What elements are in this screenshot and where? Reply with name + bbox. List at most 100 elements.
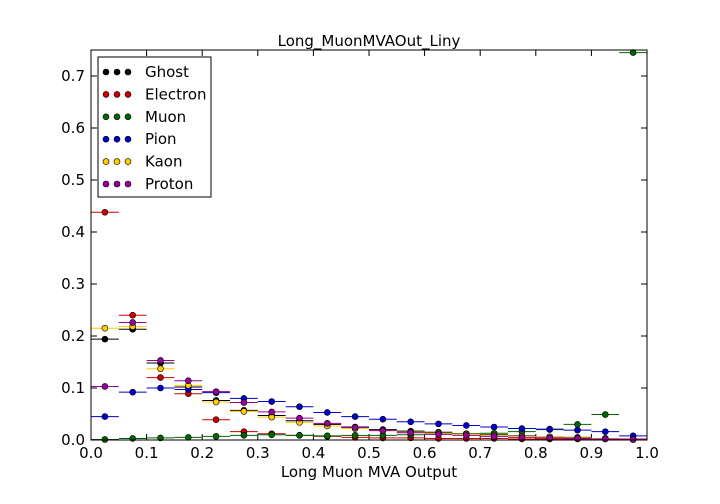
point-proton-2 bbox=[157, 357, 164, 364]
point-muon-4 bbox=[212, 433, 220, 440]
point-electron-2 bbox=[157, 374, 164, 381]
legend-marker-electron-2 bbox=[124, 91, 132, 98]
point-electron-0 bbox=[101, 208, 109, 216]
point-pion-9 bbox=[351, 413, 359, 420]
legend-label-kaon: Kaon bbox=[145, 153, 182, 171]
point-muon-8 bbox=[323, 432, 331, 440]
legend-marker-pion-0 bbox=[102, 135, 110, 143]
legend-marker-pion-1 bbox=[113, 135, 121, 143]
point-proton-13 bbox=[462, 432, 470, 439]
point-ghost-0 bbox=[101, 335, 109, 343]
legend-marker-ghost-1 bbox=[113, 68, 121, 76]
plot-area bbox=[91, 49, 647, 443]
point-kaon-5 bbox=[240, 408, 248, 415]
point-proton-4 bbox=[212, 388, 220, 395]
point-muon-5 bbox=[240, 432, 248, 439]
point-proton-17 bbox=[574, 435, 581, 442]
axis-ticks: 0.0 0.1 0.2 0.3 0.4 0.5 0.6 0.7 0.8 0.9 1.0 0.0 0.1 0… bbox=[61, 50, 659, 462]
point-kaon-4 bbox=[212, 398, 220, 406]
x-tick-label-5: 0.5 bbox=[357, 444, 381, 462]
series-proton bbox=[91, 319, 647, 443]
y-tick-label-2: 0.2 bbox=[61, 327, 85, 345]
point-pion-13 bbox=[462, 422, 470, 429]
point-pion-15 bbox=[518, 425, 526, 432]
point-proton-1 bbox=[129, 319, 136, 326]
legend: Ghost Electron Muon Pion Kaon Proton bbox=[97, 56, 212, 198]
x-tick-label-10: 1.0 bbox=[635, 444, 659, 462]
point-proton-9 bbox=[351, 424, 359, 431]
point-electron-4 bbox=[212, 416, 220, 424]
legend-label-electron: Electron bbox=[145, 85, 207, 103]
point-pion-0 bbox=[101, 413, 109, 420]
point-pion-17 bbox=[574, 426, 581, 434]
point-pion-6 bbox=[268, 398, 276, 405]
y-tick-label-6: 0.6 bbox=[61, 119, 85, 137]
point-proton-10 bbox=[379, 427, 387, 434]
point-proton-6 bbox=[268, 408, 276, 416]
legend-marker-kaon-1 bbox=[113, 158, 121, 165]
legend-marker-pion-2 bbox=[124, 135, 132, 143]
point-muon-18 bbox=[601, 411, 609, 418]
legend-marker-muon-0 bbox=[102, 113, 110, 121]
point-muon-0 bbox=[101, 436, 109, 443]
point-pion-2 bbox=[157, 384, 164, 392]
legend-marker-proton-1 bbox=[113, 180, 121, 188]
point-pion-12 bbox=[435, 420, 442, 428]
y-tick-label-4: 0.4 bbox=[61, 223, 85, 241]
point-pion-8 bbox=[323, 409, 331, 416]
point-muon-6 bbox=[268, 431, 276, 439]
point-muon-17 bbox=[574, 421, 581, 428]
point-proton-16 bbox=[546, 434, 554, 442]
axes-frame bbox=[90, 49, 648, 441]
legend-box bbox=[97, 56, 212, 198]
legend-marker-kaon-2 bbox=[124, 158, 132, 165]
point-kaon-2 bbox=[157, 365, 164, 373]
legend-marker-electron-0 bbox=[102, 91, 110, 98]
x-tick-label-2: 0.2 bbox=[190, 444, 214, 462]
x-tick-label-9: 0.9 bbox=[579, 444, 603, 462]
x-axis-label: Long Muon MVA Output bbox=[281, 463, 457, 481]
x-tick-label-7: 0.7 bbox=[468, 444, 492, 462]
legend-label-muon: Muon bbox=[145, 108, 186, 126]
y-tick-label-0: 0.0 bbox=[61, 431, 85, 449]
legend-label-ghost: Ghost bbox=[145, 63, 189, 81]
legend-marker-ghost-0 bbox=[102, 68, 110, 76]
point-proton-11 bbox=[407, 429, 415, 437]
y-tick-label-1: 0.1 bbox=[61, 379, 85, 397]
x-tick-label-6: 0.6 bbox=[413, 444, 437, 462]
legend-label-pion: Pion bbox=[145, 130, 177, 148]
x-tick-label-0: 0.0 bbox=[79, 444, 103, 462]
point-pion-10 bbox=[379, 415, 387, 423]
y-tick-label-7: 0.7 bbox=[61, 67, 85, 85]
point-pion-1 bbox=[129, 388, 136, 396]
point-proton-14 bbox=[490, 433, 498, 440]
legend-marker-muon-1 bbox=[113, 113, 121, 121]
point-proton-3 bbox=[185, 377, 192, 385]
point-pion-14 bbox=[490, 423, 498, 431]
x-tick-label-1: 0.1 bbox=[135, 444, 159, 462]
point-proton-12 bbox=[435, 430, 442, 438]
legend-label-proton: Proton bbox=[145, 175, 193, 193]
point-muon-7 bbox=[296, 432, 303, 439]
point-electron-1 bbox=[129, 311, 136, 319]
point-muon-1 bbox=[129, 435, 136, 442]
y-tick-label-3: 0.3 bbox=[61, 275, 85, 293]
point-proton-19 bbox=[629, 436, 637, 443]
point-pion-11 bbox=[407, 418, 415, 426]
point-muon-2 bbox=[157, 434, 164, 442]
legend-marker-proton-0 bbox=[102, 180, 110, 188]
x-tick-label-8: 0.8 bbox=[524, 444, 548, 462]
point-muon-9 bbox=[351, 432, 359, 439]
point-proton-0 bbox=[101, 383, 109, 390]
x-tick-label-4: 0.4 bbox=[301, 444, 325, 462]
chart-title: Long_MuonMVAOut_Liny bbox=[278, 32, 461, 51]
legend-marker-electron-1 bbox=[113, 91, 121, 98]
legend-marker-muon-2 bbox=[124, 113, 132, 121]
point-pion-7 bbox=[296, 403, 303, 411]
point-kaon-0 bbox=[101, 324, 109, 332]
legend-marker-kaon-0 bbox=[102, 158, 110, 165]
legend-marker-proton-2 bbox=[124, 180, 132, 188]
point-proton-18 bbox=[601, 435, 609, 443]
y-tick-label-5: 0.5 bbox=[61, 171, 85, 189]
point-pion-18 bbox=[601, 428, 609, 435]
